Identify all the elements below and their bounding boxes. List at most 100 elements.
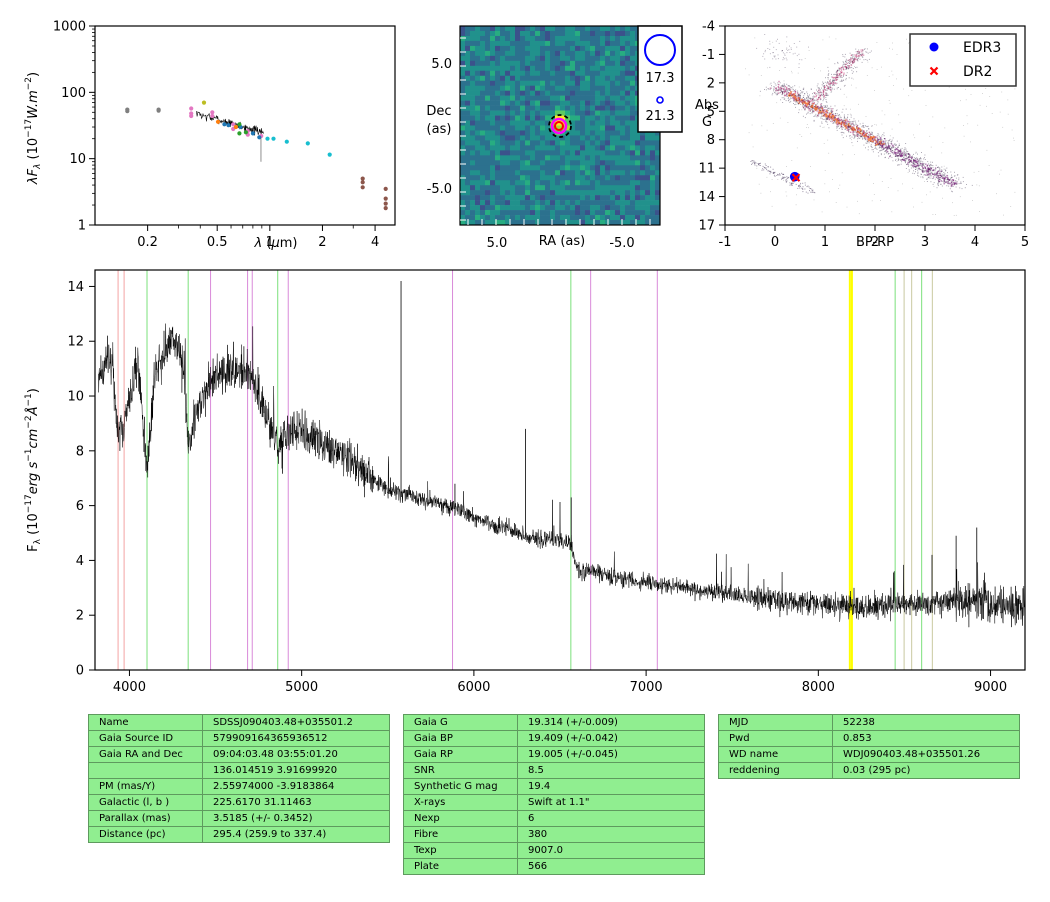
hr-star — [909, 154, 911, 156]
image-pixel — [500, 35, 506, 42]
image-pixel — [460, 145, 466, 151]
image-pixel — [550, 205, 556, 211]
hr-star — [916, 157, 918, 159]
hr-star — [776, 175, 778, 176]
image-pixel — [505, 175, 511, 181]
table-value-cell: WDJ090403.48+035501.26 — [832, 746, 1020, 763]
hr-star — [845, 61, 847, 63]
image-pixel — [510, 120, 516, 126]
hr-star — [802, 106, 805, 108]
hr-star — [838, 76, 840, 78]
hr-star — [773, 86, 775, 88]
image-pixel — [580, 85, 586, 91]
image-pixel — [620, 50, 626, 57]
hr-star — [925, 105, 927, 106]
hr-star — [839, 73, 841, 76]
image-pixel — [495, 175, 501, 181]
image-pixel — [605, 200, 611, 206]
image-pixel — [575, 205, 581, 211]
hr-star — [870, 141, 872, 142]
hr-star — [833, 122, 835, 123]
hr-star — [880, 149, 882, 151]
hr-star — [795, 89, 797, 91]
image-pixel — [475, 45, 481, 52]
image-pixel — [460, 220, 466, 226]
hr-star — [800, 90, 802, 91]
hr-star — [879, 146, 881, 148]
hr-star — [786, 36, 788, 38]
image-pixel — [525, 140, 531, 146]
hr-star — [802, 115, 804, 117]
hr-star — [912, 172, 914, 174]
hr-star — [867, 139, 869, 141]
spectrum-ytick-label: 8 — [76, 444, 84, 459]
image-pixel — [475, 155, 481, 161]
image-pixel — [640, 175, 646, 181]
hr-star — [843, 69, 845, 71]
image-pixel — [510, 155, 516, 161]
hr-star — [825, 113, 828, 116]
hr-star — [785, 179, 787, 181]
hr-star — [852, 58, 854, 60]
image-pixel — [550, 90, 556, 96]
hr-star — [853, 123, 855, 125]
hr-star — [765, 86, 767, 88]
hr-star — [790, 97, 791, 99]
hr-star — [884, 143, 886, 144]
hr-star — [767, 166, 769, 168]
image-pixel — [515, 200, 521, 206]
hr-star — [934, 171, 936, 173]
hr-star — [936, 174, 938, 176]
image-pixel — [475, 130, 481, 136]
hr-star — [871, 133, 873, 135]
image-pixel — [625, 160, 631, 166]
image-pixel — [600, 200, 606, 206]
image-pixel — [595, 50, 601, 57]
image-pixel — [465, 210, 471, 216]
image-pixel — [645, 210, 651, 216]
hr-star — [794, 95, 796, 97]
hr-star — [838, 118, 840, 120]
hr-star — [951, 176, 953, 178]
image-pixel — [615, 145, 621, 151]
image-pixel — [480, 55, 486, 62]
image-pixel — [605, 205, 611, 211]
hr-star — [876, 143, 879, 145]
hr-star — [885, 142, 887, 144]
image-pixel — [620, 60, 626, 67]
hr-star — [820, 112, 823, 115]
image-pixel — [630, 70, 636, 77]
image-pixel — [640, 205, 646, 211]
hr-star — [830, 117, 833, 119]
image-pixel — [620, 30, 626, 37]
hr-star — [986, 149, 988, 151]
hr-star — [756, 165, 758, 167]
image-pixel — [470, 55, 476, 62]
image-pixel — [525, 130, 531, 136]
image-pixel — [495, 125, 501, 131]
image-pixel — [525, 75, 531, 82]
hr-star — [802, 88, 804, 90]
hr-star — [876, 137, 878, 139]
hr-star — [852, 54, 854, 56]
hr-star — [941, 177, 943, 179]
hr-star — [898, 159, 900, 161]
image-pixel — [620, 65, 626, 72]
hr-star — [775, 89, 777, 91]
hr-star — [852, 123, 854, 125]
hr-star — [856, 135, 859, 137]
image-pixel — [635, 150, 641, 156]
image-pixel — [550, 85, 556, 91]
hr-star — [779, 174, 781, 176]
hr-star — [897, 158, 899, 160]
image-pixel — [655, 215, 661, 221]
hr-star — [814, 93, 816, 95]
hr-star — [867, 140, 869, 142]
hr-star — [828, 117, 830, 119]
legend-dr2-marker — [929, 66, 939, 76]
hr-star — [846, 62, 848, 65]
hr-star — [906, 164, 908, 166]
image-pixel — [465, 150, 471, 156]
image-pixel — [525, 185, 531, 191]
image-pixel — [480, 26, 486, 32]
